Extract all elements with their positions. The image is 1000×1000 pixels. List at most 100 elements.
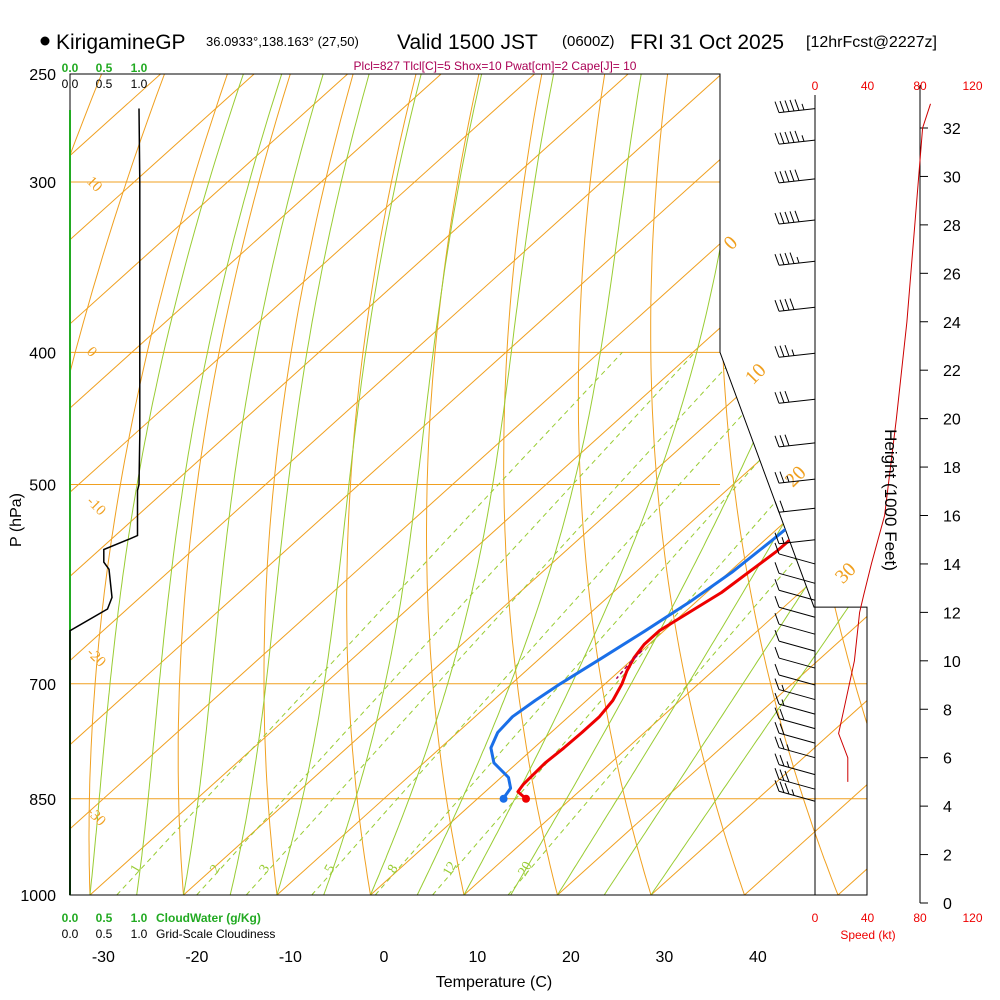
wind-barb (774, 629, 816, 652)
barb-flag (774, 721, 780, 734)
wind-barb (774, 298, 816, 312)
barb-flag (774, 736, 780, 748)
barb-flag (779, 708, 785, 721)
height-tick-label: 6 (943, 751, 952, 768)
wind-barb (774, 500, 816, 513)
barb-flag (774, 596, 780, 608)
wind-speed-tick-bottom: 40 (861, 911, 875, 925)
mixing-ratio-5 (311, 351, 800, 895)
moist-adiabat--10 (183, 74, 324, 895)
wind-barb (774, 562, 816, 584)
valid-date: FRI 31 Oct 2025 (630, 31, 784, 54)
height-axis-label: Height (1000 Feet) (881, 429, 900, 571)
cloud-tick-label: 0.0 (62, 911, 79, 925)
mixing-ratio-3 (245, 351, 741, 895)
wind-barb (774, 768, 816, 790)
cloud-tick-label: 1.0 (131, 77, 148, 91)
height-tick-label: 28 (943, 218, 961, 235)
barb-staff (778, 703, 816, 715)
barb-flag (774, 472, 780, 484)
height-tick-label: 12 (943, 605, 961, 622)
barb-staff (778, 539, 816, 545)
barb-staff (778, 442, 816, 448)
dewpoint-line (489, 107, 867, 800)
isotherm--90 (70, 74, 348, 895)
mixing-ratio-label: 8 (385, 862, 401, 876)
barb-flag (779, 769, 785, 781)
height-tick-label: 22 (943, 363, 961, 380)
barb-flag (779, 212, 785, 224)
wind-barb (774, 542, 816, 565)
temperature-tick-label: 10 (469, 949, 487, 966)
barb-flag (774, 392, 780, 404)
wind-speed-tick-bottom: 80 (913, 911, 927, 925)
barb-flag (779, 100, 785, 113)
barb-half (796, 256, 800, 264)
isotherm-0 (276, 74, 867, 895)
cloud-tick-label: 0.0 (62, 61, 79, 75)
y-axis-label: P (hPa) (8, 493, 25, 547)
barb-flag (774, 692, 780, 705)
cloud-tick-label: 0.0 (62, 77, 79, 91)
barb-flag (774, 707, 780, 719)
wind-speed-profile (838, 103, 931, 782)
wind-barb (774, 169, 816, 184)
wind-barb (774, 390, 816, 404)
wind-barb (774, 252, 816, 266)
wind-barb (774, 753, 816, 776)
barb-flag (779, 299, 785, 311)
barb-flag (784, 100, 790, 112)
barb-staff (778, 657, 816, 669)
height-tick-label: 26 (943, 266, 961, 283)
barb-staff (778, 778, 816, 790)
barb-flag (774, 171, 780, 184)
barb-flag (784, 770, 790, 783)
pressure-tick-label: 1000 (20, 888, 56, 905)
barb-flag (784, 434, 790, 446)
barb-flag (774, 646, 780, 659)
barb-staff (778, 747, 816, 759)
wind-speed-tick-bottom: 0 (812, 911, 819, 925)
wind-barb (774, 736, 816, 759)
dry-adiabat-label: -30 (83, 804, 108, 829)
barb-half (801, 103, 805, 111)
mixing-ratio-label: 20 (516, 859, 536, 879)
height-tick-label: 0 (943, 896, 952, 913)
cloud-tick-label: 0.5 (96, 927, 113, 941)
moist-adiabat-35 (603, 74, 867, 895)
isotherm--80 (70, 74, 442, 895)
barb-flag (774, 629, 780, 642)
wind-speed-tick-top: 80 (913, 79, 927, 93)
barb-staff (778, 398, 816, 404)
temperature-tick-label: -30 (92, 949, 115, 966)
cloudiness-line (69, 108, 141, 895)
barb-flag (774, 753, 780, 765)
moist-adiabat--15 (136, 74, 283, 895)
barb-staff (778, 790, 816, 802)
moist-adiabat--5 (229, 74, 370, 895)
barb-flag (784, 131, 790, 144)
barb-flag (779, 500, 785, 512)
valid-time: Valid 1500 JST (397, 31, 538, 54)
wind-speed-tick-bottom: 120 (962, 911, 982, 925)
surface-dewpoint-point (499, 794, 508, 803)
temperature-tick-label: -20 (185, 949, 208, 966)
barb-flag (794, 210, 800, 222)
barb-flag (789, 252, 795, 264)
barb-staff (778, 606, 816, 618)
wind-speed-tick-top: 0 (812, 79, 819, 93)
barb-flag (774, 212, 780, 225)
isotherm-40 (650, 74, 867, 895)
isotherm--10 (183, 74, 867, 895)
barb-staff (778, 689, 816, 701)
barb-flag (774, 532, 780, 544)
isotherm--100 (70, 74, 255, 895)
sounding-traces (489, 107, 867, 803)
height-tick-label: 24 (943, 315, 961, 332)
barb-flag (774, 562, 780, 574)
pressure-tick-label: 850 (29, 792, 56, 809)
pressure-tick-label: 400 (29, 345, 56, 362)
mixing-ratio-label: 1 (128, 862, 144, 876)
barb-staff (778, 306, 816, 312)
